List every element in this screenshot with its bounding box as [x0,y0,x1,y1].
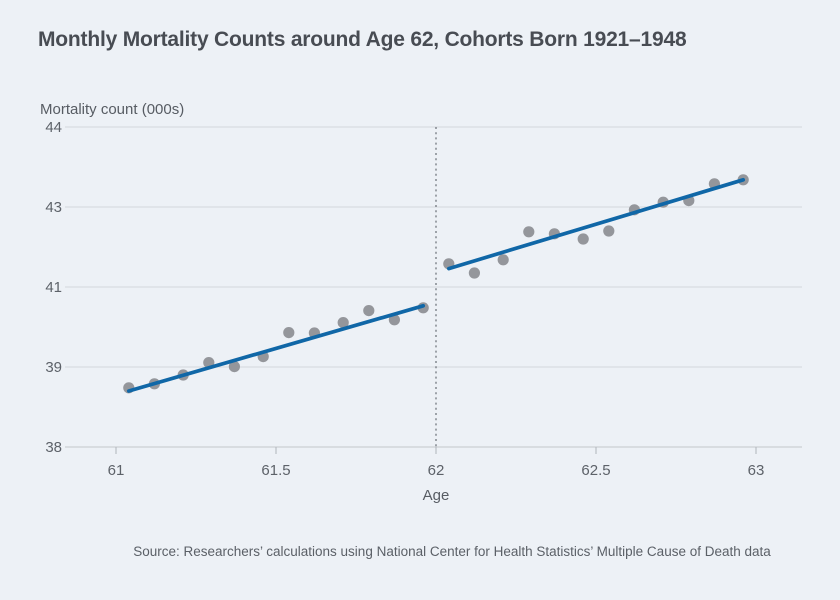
scatter-point-monthly-mortality-post-62 [603,225,615,237]
x-tick-label: 61.5 [261,462,290,479]
x-tick-label: 61 [108,462,125,479]
scatter-point-monthly-mortality-pre-62 [228,361,240,373]
source-note: Source: Researchers’ calculations using … [133,544,771,559]
chart-canvas: 44 43 41 39 38 61 61.5 62 62.5 63 [45,119,802,479]
trend-pre-62-line [126,303,426,393]
x-tick-label: 62.5 [581,462,610,479]
scatter-point-monthly-mortality-post-62 [523,226,535,238]
x-tick-label: 62 [428,462,445,479]
y-tick-label: 43 [45,199,62,216]
y-tick-label: 38 [45,439,62,456]
y-axis-title: Mortality count (000s) [40,101,185,118]
scatter-point-monthly-mortality-pre-62 [363,305,375,317]
y-tick-label: 41 [45,279,62,296]
scatter-point-monthly-mortality-post-62 [497,254,509,266]
scatter-point-monthly-mortality-post-62 [577,233,589,245]
chart-title: Monthly Mortality Counts around Age 62, … [38,28,687,51]
scatter-point-monthly-mortality-pre-62 [283,327,295,339]
scatter-point-monthly-mortality-pre-62 [388,314,400,326]
y-tick-label: 39 [45,359,62,376]
x-axis-title: Age [422,487,450,504]
trend-post-62-line [446,177,746,271]
x-tick-label: 63 [748,462,765,479]
y-tick-label: 44 [45,119,62,136]
scatter-point-monthly-mortality-post-62 [468,267,480,279]
scatter-point-monthly-mortality-pre-62 [337,317,349,329]
